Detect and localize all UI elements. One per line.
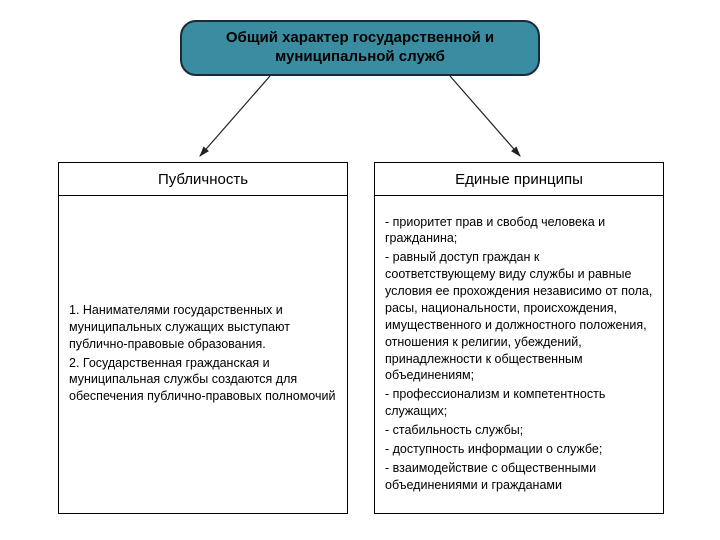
right-body-text: - приоритет прав и свобод человека и гра…	[385, 214, 653, 496]
arrow-left	[200, 76, 270, 156]
left-column-body: 1. Нанимателями государственных и муници…	[58, 196, 348, 514]
diagram-title-box: Общий характер государственной и муницип…	[180, 20, 540, 76]
arrows-layer	[0, 76, 720, 166]
arrow-right	[450, 76, 520, 156]
left-header-text: Публичность	[158, 171, 248, 188]
left-body-text: 1. Нанимателями государственных и муници…	[69, 302, 337, 407]
right-column-body: - приоритет прав и свобод человека и гра…	[374, 196, 664, 514]
right-header-text: Единые принципы	[455, 171, 583, 188]
right-column-header: Единые принципы	[374, 162, 664, 196]
left-column-header: Публичность	[58, 162, 348, 196]
diagram-title: Общий характер государственной и муницип…	[194, 29, 526, 67]
